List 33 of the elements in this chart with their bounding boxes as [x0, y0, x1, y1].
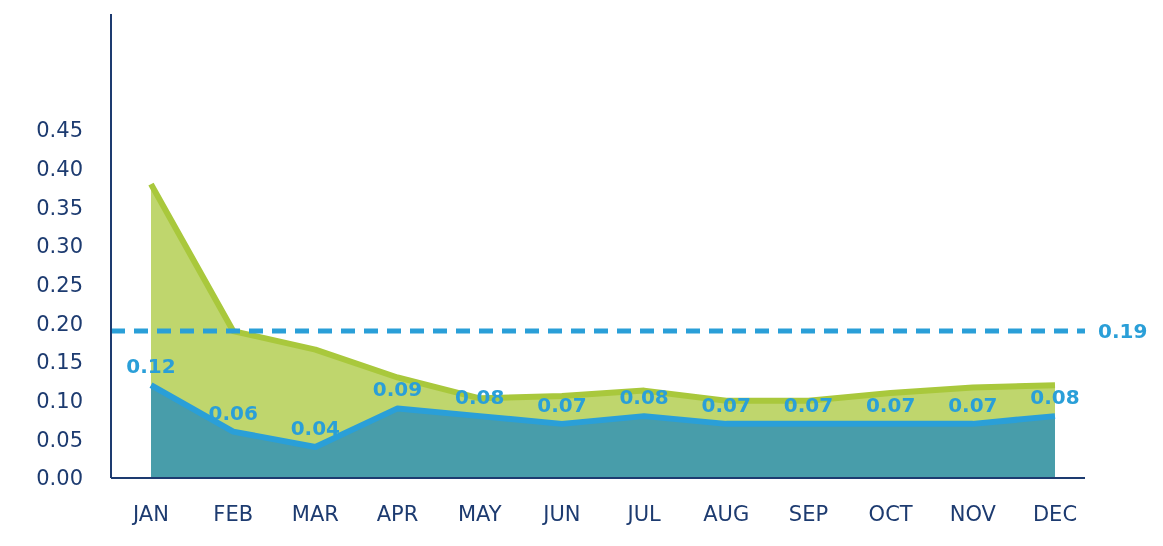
data-label: 0.07 [948, 392, 998, 417]
x-tick-label: SEP [788, 501, 829, 526]
y-tick-label: 0.30 [36, 234, 83, 259]
y-tick-label: 0.40 [36, 157, 83, 182]
data-label: 0.06 [208, 400, 258, 425]
y-tick-label: 0.00 [36, 466, 83, 491]
x-tick-label: MAR [291, 501, 339, 526]
y-tick-label: 0.20 [36, 311, 83, 336]
x-tick-label: MAY [457, 501, 502, 526]
data-label: 0.08 [619, 385, 669, 410]
data-label: 0.07 [783, 392, 834, 417]
x-tick-label: OCT [868, 501, 913, 526]
y-tick-label: 0.25 [36, 273, 83, 298]
data-label: 0.04 [290, 416, 341, 441]
ref-line-label: 0.19 [1098, 319, 1148, 344]
x-tick-label: DEC [1032, 501, 1078, 526]
x-tick-label: JUN [541, 501, 581, 526]
data-label: 0.09 [372, 377, 423, 402]
y-tick-label: 0.35 [36, 195, 83, 220]
x-tick-label: NOV [949, 501, 997, 526]
x-tick-label: JAN [131, 501, 169, 526]
x-tick-label: JUL [625, 501, 662, 526]
y-tick-label: 0.05 [36, 427, 83, 452]
y-tick-label: 0.45 [36, 118, 83, 143]
x-tick-label: APR [376, 501, 419, 526]
data-label: 0.07 [537, 392, 587, 417]
data-label: 0.07 [865, 392, 916, 417]
y-tick-label: 0.10 [36, 389, 83, 414]
y-tick-label: 0.15 [36, 350, 83, 375]
data-label: 0.08 [1030, 385, 1080, 410]
x-tick-label: AUG [703, 501, 750, 526]
x-tick-label: FEB [213, 501, 254, 526]
data-label: 0.07 [701, 392, 751, 417]
